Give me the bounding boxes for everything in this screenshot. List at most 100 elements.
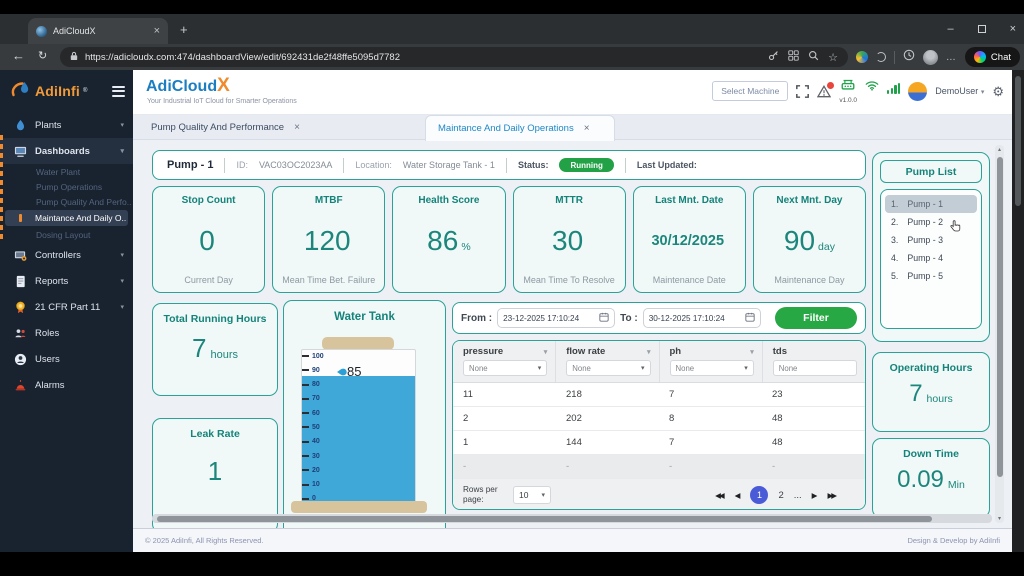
to-date-input[interactable]: [642, 308, 761, 328]
last-updated-label: Last Updated:: [636, 160, 697, 170]
horizontal-scrollbar-thumb[interactable]: [157, 515, 932, 522]
alarm-icon: [14, 379, 27, 392]
tab-pump-quality[interactable]: Pump Quality And Performance ×: [151, 122, 300, 133]
table-row[interactable]: 11 218 7 23: [453, 383, 865, 407]
sidebar-item-reports[interactable]: Reports ▾: [0, 268, 133, 294]
tds-filter-select[interactable]: None: [772, 360, 857, 376]
tank-water-level: [302, 375, 415, 505]
alerts-icon[interactable]: [817, 81, 835, 98]
table-row[interactable]: - - - -: [453, 455, 865, 479]
username[interactable]: DemoUser ▾: [935, 86, 985, 96]
scroll-up-arrow[interactable]: ▴: [997, 147, 1001, 153]
zoom-icon[interactable]: [808, 48, 819, 66]
table-row[interactable]: 2 202 8 48: [453, 407, 865, 431]
filter-button[interactable]: Filter: [775, 307, 857, 329]
scroll-down-arrow[interactable]: ▾: [997, 516, 1001, 522]
browser-extension-icon[interactable]: [875, 52, 886, 62]
brand-name: AdiInfi: [35, 83, 80, 99]
down-time-card: Down Time 0.09 Min: [872, 438, 990, 518]
calendar-icon[interactable]: [599, 309, 609, 327]
browser-tab[interactable]: AdiCloudX ×: [28, 18, 168, 44]
address-bar[interactable]: https://adicloudx.com:474/dashboardView/…: [60, 47, 848, 67]
page-current[interactable]: 1: [750, 486, 769, 504]
sidebar-item-pump-operations[interactable]: Pump Operations: [36, 181, 103, 192]
sidebar-item-users[interactable]: Users: [0, 346, 133, 372]
fullscreen-icon[interactable]: [796, 84, 810, 98]
browser-profile-avatar[interactable]: [922, 49, 938, 65]
credit-text: Design & Develop by AdiInfi: [907, 536, 1000, 545]
user-avatar[interactable]: [908, 81, 928, 101]
more-menu-icon[interactable]: …: [945, 51, 957, 63]
tab-close-icon[interactable]: ×: [583, 123, 590, 134]
pump-list-item-3[interactable]: 3. Pump - 3: [891, 235, 944, 245]
calendar-icon[interactable]: [745, 309, 755, 327]
tab-close-icon[interactable]: ×: [294, 122, 300, 133]
pressure-filter-select[interactable]: None ▾: [463, 360, 548, 376]
last-page-button[interactable]: ▶▶: [827, 490, 836, 500]
copilot-icon: [973, 51, 986, 63]
column-filter-icon[interactable]: ▾: [750, 348, 754, 356]
favorites-star-icon[interactable]: ☆: [828, 51, 838, 64]
from-label: From :: [461, 312, 493, 324]
new-tab-button[interactable]: +: [180, 22, 188, 37]
sidebar-item-pump-quality[interactable]: Pump Quality And Perfo..: [36, 196, 132, 207]
tank-scale: 100 90 80 70 60 50 40 30 20 10 0: [302, 350, 332, 505]
reload-button[interactable]: ↻: [38, 50, 48, 62]
chat-button[interactable]: Chat: [964, 47, 1020, 67]
sidebar-item-alarms[interactable]: Alarms: [0, 372, 133, 398]
first-page-button[interactable]: ◀◀: [715, 490, 724, 500]
column-filter-icon[interactable]: ▾: [646, 348, 651, 356]
rows-per-page-select[interactable]: 10 ▾: [513, 486, 551, 504]
back-button[interactable]: ←: [12, 48, 25, 63]
page-two[interactable]: 2: [778, 489, 784, 501]
horizontal-scrollbar[interactable]: [152, 514, 992, 523]
chevron-down-icon: ▾: [120, 122, 124, 129]
app-logo: AdiCloudX: [146, 75, 230, 96]
tab-close-icon[interactable]: ×: [153, 24, 160, 37]
vertical-scrollbar-thumb[interactable]: [996, 157, 1003, 477]
sidebar-item-maintenance-daily[interactable]: Maintance And Daily O..: [5, 210, 128, 226]
from-date-input[interactable]: [497, 308, 616, 328]
sidebar-item-controllers[interactable]: Controllers ▾: [0, 242, 133, 268]
password-key-icon[interactable]: [768, 48, 779, 66]
tank-base: [291, 501, 427, 513]
kpi-card-next-mnt-day: Next Mnt. Day 90 day Maintenance Day: [752, 186, 867, 293]
sidebar-item-dashboards[interactable]: Dashboards ▾: [0, 138, 133, 164]
pump-list: 1. Pump - 1 2. Pump - 2 3. Pump - 3 4. Pump …: [880, 189, 982, 329]
users-icon: [14, 353, 27, 366]
table-row[interactable]: 1 144 7 48: [453, 431, 865, 455]
column-pressure: pressure ▾ None ▾: [453, 341, 557, 382]
previous-page-button[interactable]: ◀: [734, 490, 741, 500]
toolbar-divider: [893, 50, 895, 64]
history-icon[interactable]: [903, 48, 915, 66]
browser-page-scrollbar-thumb[interactable]: [1015, 76, 1021, 206]
select-machine-button[interactable]: Select Machine: [712, 81, 789, 101]
sidebar-item-roles[interactable]: Roles: [0, 320, 133, 346]
table-footer: Rows per page: 10 ▾ ◀◀ ◀ 1 2 ... ▶ ▶▶: [453, 479, 865, 509]
extension-icon[interactable]: [855, 51, 868, 63]
browser-toolbar: ← ↻ https://adicloudx.com:474/dashboardV…: [0, 44, 1024, 70]
pagination: ◀◀ ◀ 1 2 ... ▶ ▶▶: [715, 486, 837, 504]
maximize-button[interactable]: [977, 25, 986, 33]
pump-list-item-5[interactable]: 5. Pump - 5: [891, 271, 944, 281]
next-page-button[interactable]: ▶: [811, 490, 818, 500]
pump-list-item-2[interactable]: 2. Pump - 2: [891, 217, 944, 227]
minimize-button[interactable]: –: [947, 23, 954, 35]
pump-list-item-1[interactable]: 1. Pump - 1: [885, 195, 977, 213]
ph-filter-select[interactable]: None ▾: [669, 360, 754, 376]
flow-rate-filter-select[interactable]: None ▾: [566, 360, 651, 376]
sidebar-item-dosing-layout[interactable]: Dosing Layout: [36, 229, 91, 240]
tank-cap: [322, 337, 394, 350]
vertical-scrollbar[interactable]: ▴ ▾: [995, 145, 1004, 523]
sidebar-item-water-plant[interactable]: Water Plant: [36, 166, 81, 177]
settings-gear-icon[interactable]: ⚙: [992, 83, 1004, 99]
browser-page-scrollbar[interactable]: [1012, 70, 1024, 552]
sidebar-item-21-cfr[interactable]: 21 CFR Part 11 ▾: [0, 294, 133, 320]
pump-list-item-4[interactable]: 4. Pump - 4: [891, 253, 944, 263]
hamburger-menu-icon[interactable]: [112, 85, 125, 97]
collections-icon[interactable]: [788, 48, 799, 66]
tab-maintenance-daily[interactable]: Maintance And Daily Operations ×: [425, 115, 615, 141]
sidebar-item-plants[interactable]: Plants ▾: [0, 112, 133, 138]
window-close-button[interactable]: ×: [1009, 23, 1016, 35]
column-filter-icon[interactable]: ▾: [543, 348, 548, 356]
